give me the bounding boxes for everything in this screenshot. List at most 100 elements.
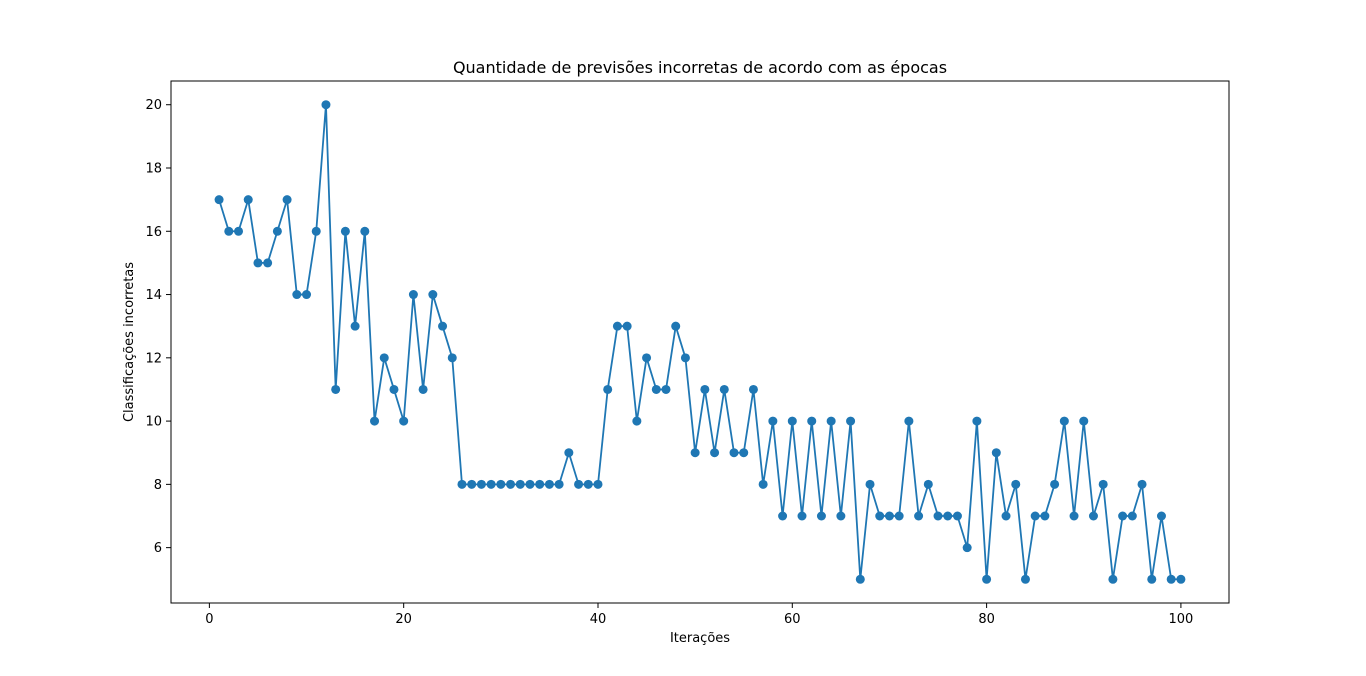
data-point [797, 511, 807, 521]
data-point [515, 479, 525, 489]
data-point [399, 416, 409, 426]
x-tick-label: 0 [205, 612, 213, 627]
data-point [340, 226, 350, 236]
data-point [360, 226, 370, 236]
data-point [1020, 574, 1030, 584]
data-point [1147, 574, 1157, 584]
plot-frame [170, 80, 1230, 604]
data-point [914, 511, 924, 521]
data-point [331, 384, 341, 394]
data-point [748, 384, 758, 394]
data-point [865, 479, 875, 489]
data-point [263, 258, 273, 268]
data-point [350, 321, 360, 331]
data-point [1079, 416, 1089, 426]
data-point [846, 416, 856, 426]
data-point [642, 353, 652, 363]
data-point [253, 258, 263, 268]
data-point [826, 416, 836, 426]
y-tick-label: 14 [145, 288, 162, 303]
data-point [234, 226, 244, 236]
chart-title: Quantidade de previsões incorretas de ac… [453, 58, 947, 77]
data-point [544, 479, 554, 489]
y-tick-label: 20 [145, 98, 162, 113]
data-point [389, 384, 399, 394]
data-point [593, 479, 603, 489]
data-point [972, 416, 982, 426]
series-line-group [214, 100, 1186, 584]
data-point [243, 195, 253, 205]
data-point [991, 448, 1001, 458]
y-tick-label: 18 [145, 162, 162, 177]
data-point [554, 479, 564, 489]
data-point [816, 511, 826, 521]
data-point [1098, 479, 1108, 489]
data-point [302, 290, 312, 300]
data-point [787, 416, 797, 426]
data-point [282, 195, 292, 205]
plot-area [171, 81, 1229, 603]
data-point [855, 574, 865, 584]
y-tick-label: 12 [145, 351, 162, 366]
data-point [690, 448, 700, 458]
data-point [836, 511, 846, 521]
data-point [719, 384, 729, 394]
data-point [680, 353, 690, 363]
data-point [894, 511, 904, 521]
data-point [564, 448, 574, 458]
data-point [603, 384, 613, 394]
data-point [1156, 511, 1166, 521]
x-tick-label: 100 [1168, 612, 1193, 627]
data-point [1001, 511, 1011, 521]
x-tick-label: 20 [395, 612, 412, 627]
data-point [438, 321, 448, 331]
data-point [778, 511, 788, 521]
data-point [904, 416, 914, 426]
data-point [739, 448, 749, 458]
data-point [1011, 479, 1021, 489]
data-point [1176, 574, 1186, 584]
y-tick-label: 10 [145, 415, 162, 430]
data-point [612, 321, 622, 331]
data-point [1166, 574, 1176, 584]
data-point [982, 574, 992, 584]
data-point [1059, 416, 1069, 426]
data-point [651, 384, 661, 394]
data-point [1137, 479, 1147, 489]
data-point [632, 416, 642, 426]
data-point [583, 479, 593, 489]
data-point [952, 511, 962, 521]
data-point [292, 290, 302, 300]
y-tick-label: 6 [154, 541, 162, 556]
data-point [875, 511, 885, 521]
data-point [923, 479, 933, 489]
data-point [408, 290, 418, 300]
data-point [768, 416, 778, 426]
series-line [218, 103, 1181, 581]
data-point [1118, 511, 1128, 521]
data-point [807, 416, 817, 426]
data-point [1088, 511, 1098, 521]
y-tick-label: 16 [145, 225, 162, 240]
x-tick-label: 80 [978, 612, 995, 627]
data-point [943, 511, 953, 521]
data-point [574, 479, 584, 489]
data-point [535, 479, 545, 489]
data-point [758, 479, 768, 489]
data-point [379, 353, 389, 363]
data-point [224, 226, 234, 236]
data-point [933, 511, 943, 521]
y-axis: 6 8 10 12 14 16 18 20 [145, 98, 171, 556]
data-point [884, 511, 894, 521]
data-point [214, 195, 224, 205]
data-point [496, 479, 506, 489]
data-point [671, 321, 681, 331]
y-axis-label: Classificações incorretas [122, 262, 137, 422]
data-point [962, 543, 972, 553]
data-point [486, 479, 496, 489]
data-point [272, 226, 282, 236]
data-point [506, 479, 516, 489]
data-point [418, 384, 428, 394]
data-point [370, 416, 380, 426]
